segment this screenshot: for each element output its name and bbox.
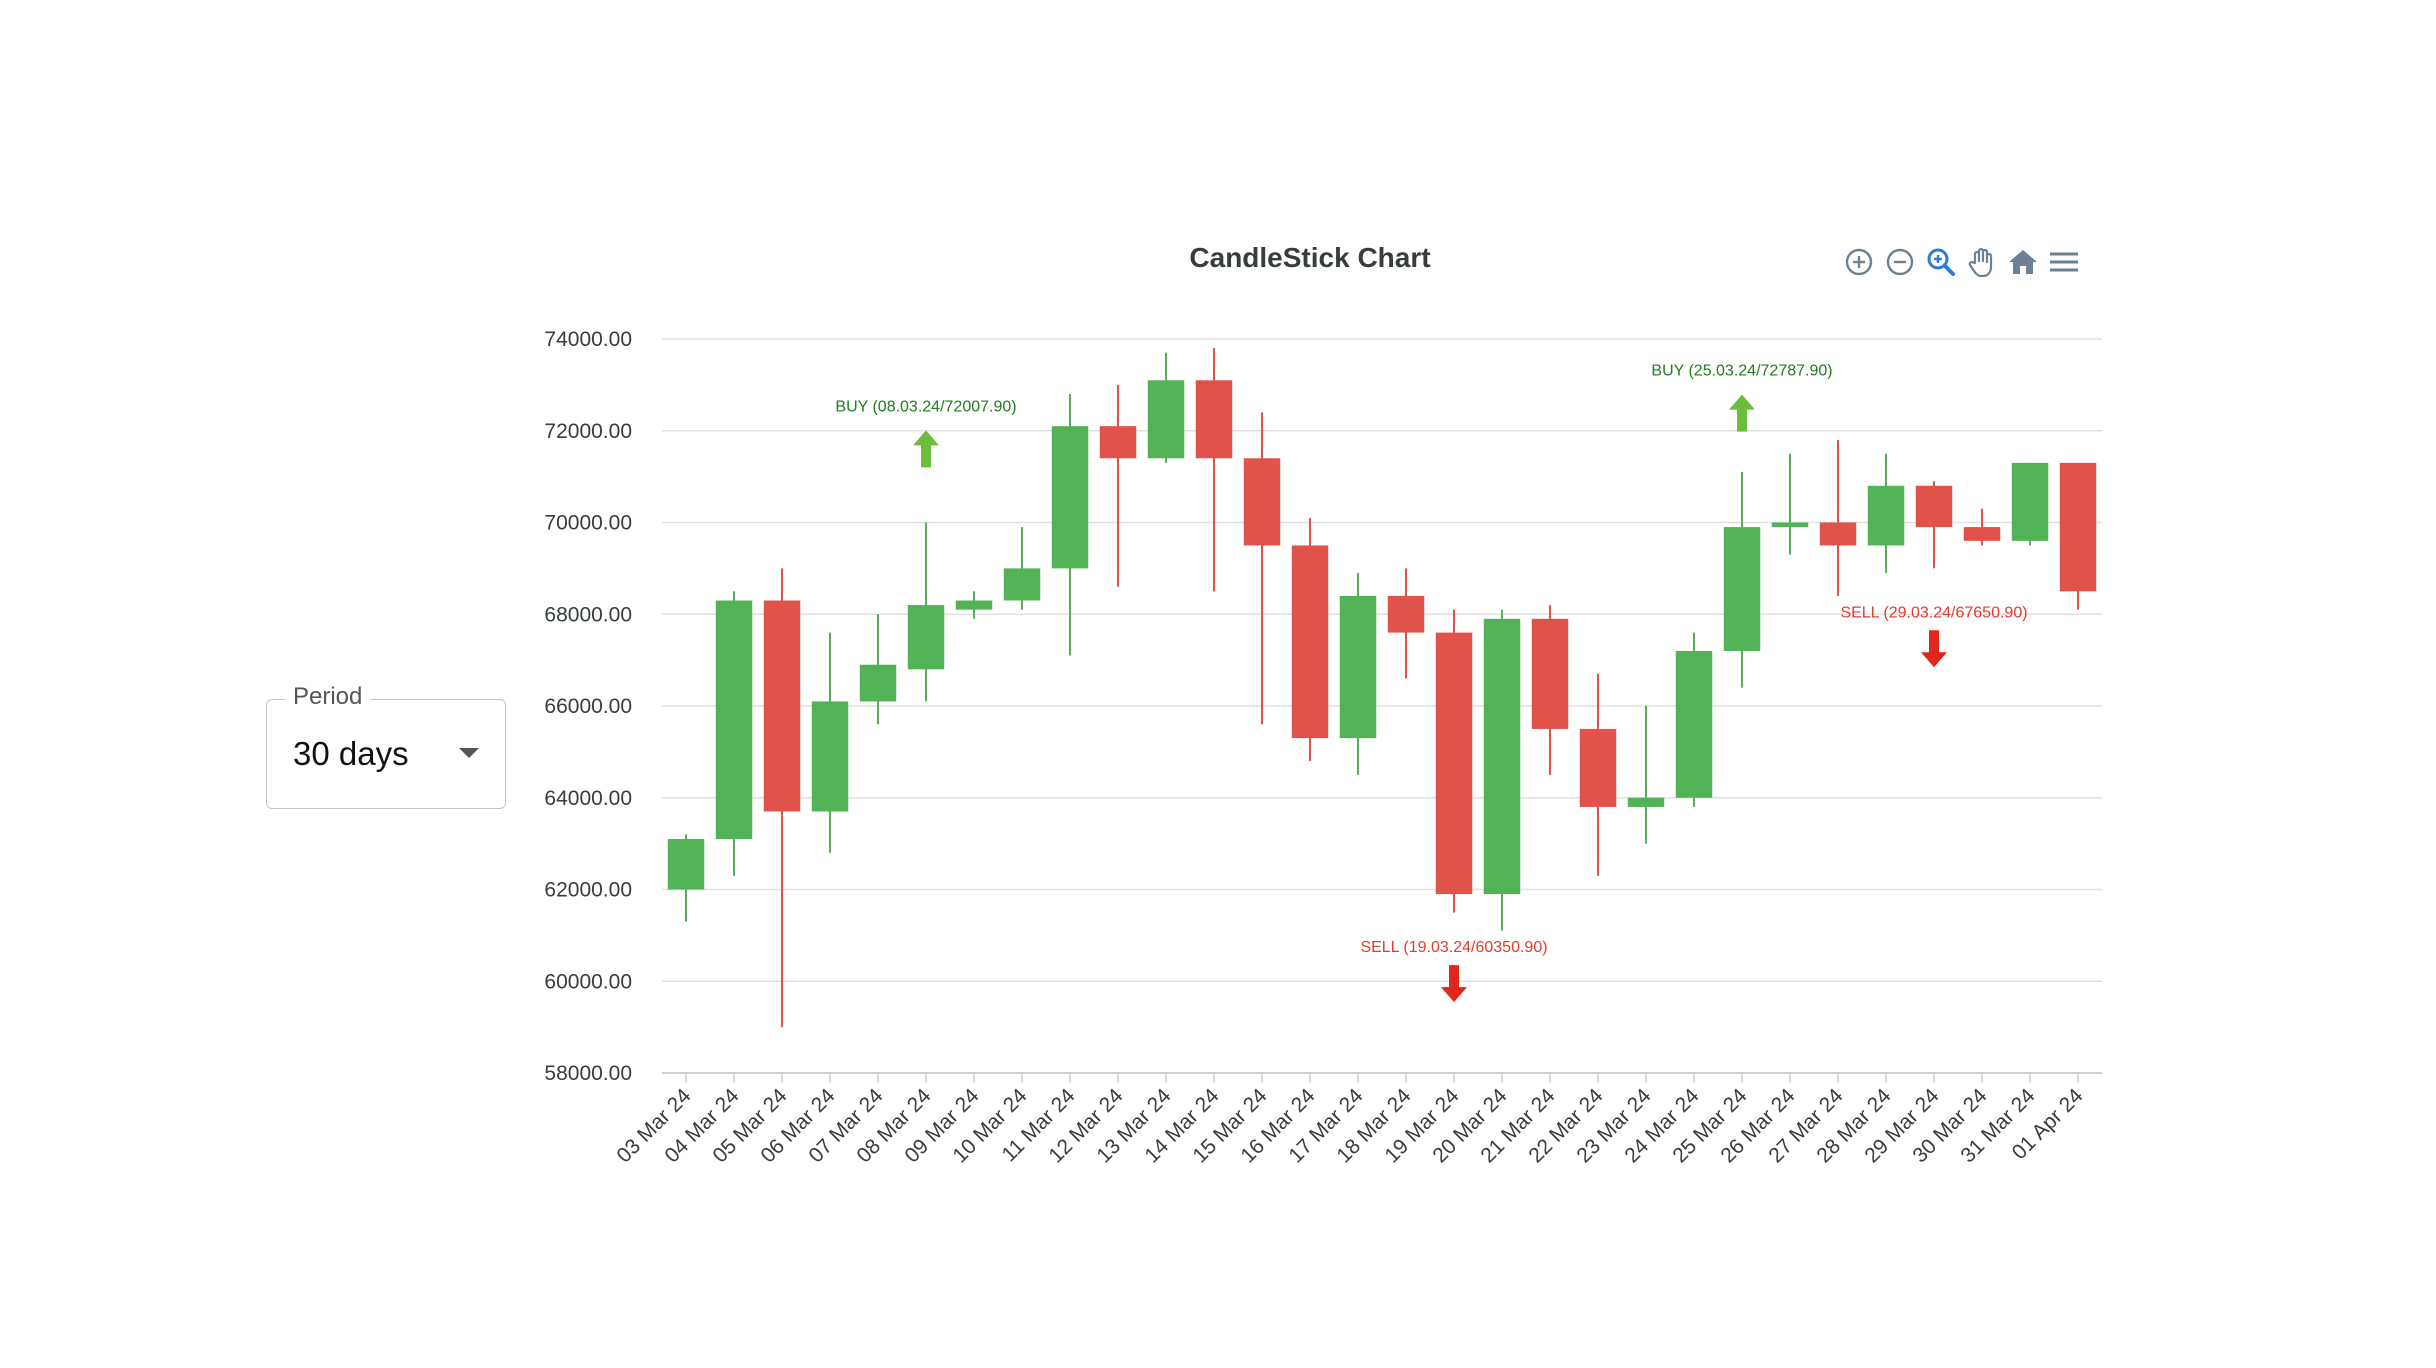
- sell-arrow-icon: [1921, 630, 1947, 668]
- chart-title: CandleStick Chart: [1189, 242, 1431, 273]
- candle-body[interactable]: [907, 605, 945, 670]
- candle-body[interactable]: [1339, 595, 1377, 739]
- y-tick-label: 66000.00: [544, 695, 632, 718]
- candle-body[interactable]: [1627, 797, 1665, 807]
- zoom-in-icon[interactable]: [1842, 245, 1876, 279]
- candle-body[interactable]: [859, 664, 897, 702]
- chart-toolbar: [1842, 240, 2088, 284]
- y-axis: 74000.00 72000.00 70000.00 68000.00 66000.00…: [544, 328, 632, 1085]
- candle-body[interactable]: [1867, 485, 1905, 546]
- period-value: 30 days: [293, 735, 409, 772]
- period-select[interactable]: Period 30 days: [266, 680, 506, 809]
- candle-body[interactable]: [1435, 632, 1473, 895]
- candle-body[interactable]: [1387, 595, 1425, 633]
- y-tick-label: 72000.00: [544, 420, 632, 443]
- candle-body[interactable]: [1819, 522, 1857, 546]
- candle-body[interactable]: [1291, 545, 1329, 739]
- candle-body[interactable]: [1963, 527, 2001, 541]
- y-tick-label: 60000.00: [544, 970, 632, 993]
- y-tick-label: 74000.00: [544, 328, 632, 351]
- candle-body[interactable]: [1531, 618, 1569, 729]
- candle-body[interactable]: [1099, 426, 1137, 459]
- sell-annotation-label: SELL (29.03.24/67650.90): [1840, 604, 2027, 621]
- candle-body[interactable]: [1675, 650, 1713, 798]
- y-tick-label: 68000.00: [544, 603, 632, 626]
- y-tick-label: 70000.00: [544, 512, 632, 535]
- candle-body[interactable]: [811, 701, 849, 812]
- pan-icon[interactable]: [1965, 245, 1999, 279]
- buy-annotation-label: BUY (25.03.24/72787.90): [1651, 363, 1832, 380]
- zoom-out-icon[interactable]: [1883, 245, 1917, 279]
- y-tick-label: 58000.00: [544, 1062, 632, 1085]
- buy-arrow-icon: [913, 430, 939, 468]
- candle-body[interactable]: [1147, 380, 1185, 459]
- menu-icon[interactable]: [2047, 245, 2081, 279]
- sell-arrow-icon: [1441, 965, 1467, 1003]
- buy-annotation-label: BUY (08.03.24/72007.90): [835, 398, 1016, 415]
- candle-body[interactable]: [1003, 568, 1041, 601]
- candle-body[interactable]: [1195, 380, 1233, 459]
- y-tick-label: 62000.00: [544, 879, 632, 902]
- candle-body[interactable]: [1723, 527, 1761, 651]
- candle-body[interactable]: [1243, 458, 1281, 546]
- candle-body[interactable]: [1051, 426, 1089, 569]
- y-tick-label: 64000.00: [544, 787, 632, 810]
- buy-arrow-icon: [1729, 394, 1755, 432]
- reset-home-icon[interactable]: [2006, 245, 2040, 279]
- annotations: BUY (08.03.24/72007.90) SELL (19.03.24/60…: [835, 363, 2028, 1003]
- candle-body[interactable]: [1771, 522, 1809, 528]
- chevron-down-icon[interactable]: [459, 748, 479, 758]
- candle-body[interactable]: [715, 600, 753, 840]
- candles: [667, 348, 2097, 1028]
- candle-body[interactable]: [667, 839, 705, 890]
- sell-annotation-label: SELL (19.03.24/60350.90): [1360, 939, 1547, 956]
- candle-body[interactable]: [2011, 462, 2049, 541]
- candle-body[interactable]: [955, 600, 993, 610]
- candle-body[interactable]: [2059, 462, 2097, 592]
- candle-body[interactable]: [1579, 728, 1617, 807]
- candle-body[interactable]: [763, 600, 801, 812]
- period-label: Period: [285, 680, 371, 714]
- selection-zoom-icon[interactable]: [1924, 245, 1958, 279]
- candle-body[interactable]: [1915, 485, 1953, 528]
- candle-body[interactable]: [1483, 618, 1521, 895]
